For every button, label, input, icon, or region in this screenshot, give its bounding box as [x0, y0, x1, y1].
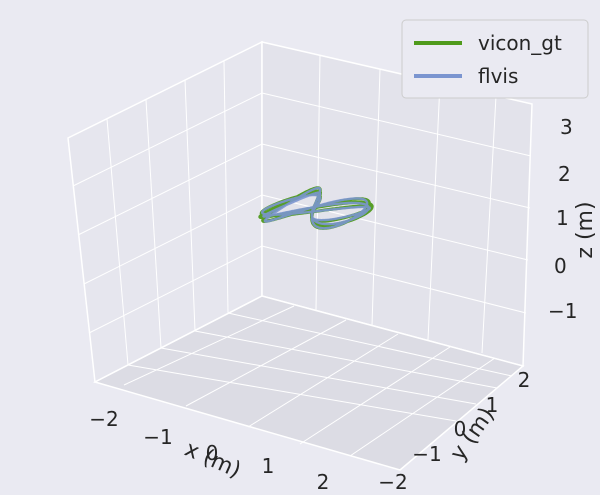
z-ticks: −1 0 1 2 3 [548, 115, 577, 323]
y-tick-label: −1 [412, 442, 441, 466]
y-tick-label: −2 [378, 470, 407, 494]
z-tick-label: 3 [560, 115, 573, 139]
z-axis-label: z (m) [573, 201, 598, 258]
y-tick-label: 1 [486, 393, 499, 417]
z-tick-label: 0 [554, 254, 567, 278]
x-tick-label: −1 [143, 425, 172, 449]
z-tick-label: 1 [556, 206, 569, 230]
x-tick-label: 2 [317, 470, 330, 494]
legend-label-flvis: flvis [478, 64, 518, 88]
x-tick-label: 1 [262, 454, 275, 478]
legend-label-vicon-gt: vicon_gt [478, 31, 562, 55]
series-layer [258, 186, 374, 230]
y-tick-label: 0 [454, 417, 467, 441]
y-tick-label: 2 [518, 368, 531, 392]
legend-box [401, 19, 589, 99]
z-tick-label: 2 [558, 162, 571, 186]
legend: vicon_gt flvis [401, 19, 589, 99]
x-ticks: −2 −1 0 1 2 [89, 407, 329, 494]
grid [72, 54, 532, 457]
z-tick-label: −1 [548, 299, 577, 323]
series-line-flvis [261, 186, 371, 230]
x-tick-label: 0 [206, 441, 219, 465]
pane-floor [92, 295, 525, 471]
y-ticks: −2 −1 0 1 2 [378, 368, 530, 494]
x-tick-label: −2 [89, 407, 118, 431]
